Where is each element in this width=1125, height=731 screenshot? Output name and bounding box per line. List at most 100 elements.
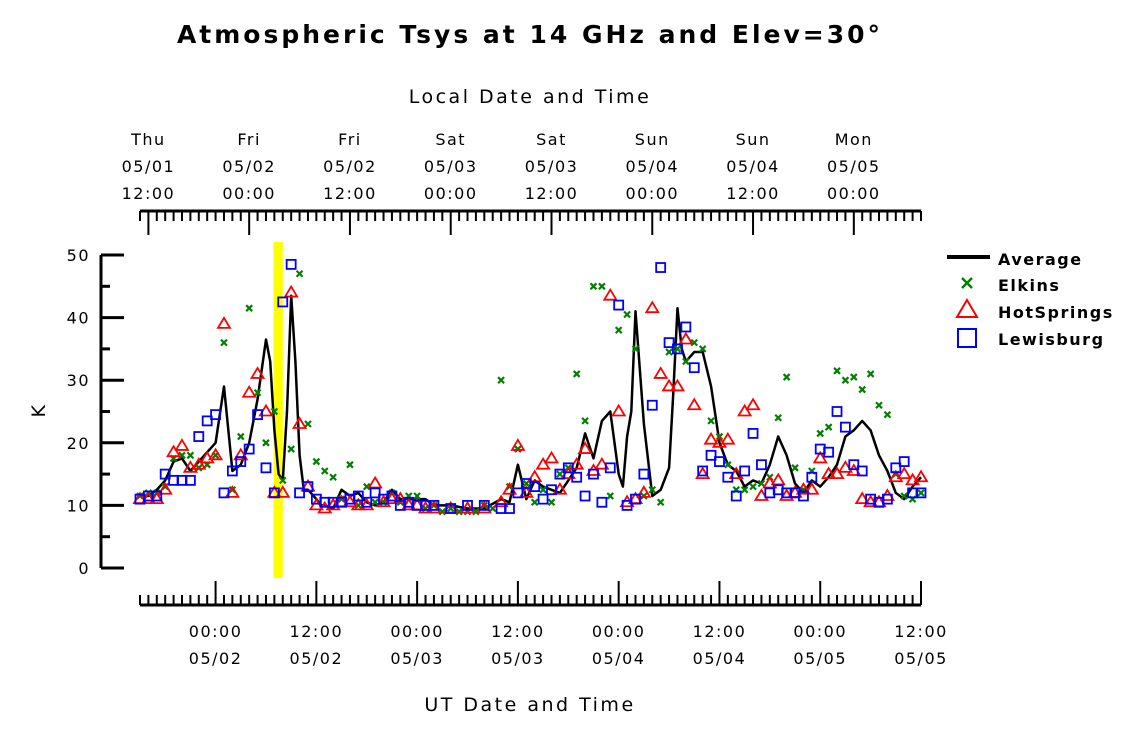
point-lewisburg [184,474,196,486]
point-hotsprings [737,403,753,417]
point-elkins [497,376,505,384]
bottom-tick-label: 05/05 [793,649,847,668]
point-elkins [245,304,253,312]
point-lewisburg [193,431,205,442]
point-lewisburg [596,496,608,508]
point-lewisburg [226,465,238,477]
point-hotsprings [241,384,257,398]
point-lewisburg [680,321,692,333]
point-hotsprings [543,450,560,464]
top-tick-label: 00:00 [827,184,881,203]
point-lewisburg [159,468,171,480]
point-elkins [438,507,447,516]
point-hotsprings [493,494,509,508]
bottom-tick-label: 12:00 [290,622,344,641]
bottom-tick-label: 00:00 [793,622,847,641]
point-lewisburg [663,337,675,349]
point-lewisburg [361,496,373,508]
point-lewisburg [277,296,289,308]
bottom-tick-label: 05/02 [290,649,344,668]
point-hotsprings [661,378,677,392]
point-lewisburg [554,468,566,480]
top-tick-label: Fri [338,130,362,149]
bottom-tick-label: 05/04 [592,649,646,668]
y-tick-label: 20 [67,434,90,453]
point-lewisburg [613,299,625,311]
legend-label-hotsprings: HotSprings [998,303,1114,322]
top-tick-label: 00:00 [424,184,478,203]
bottom-tick-label: 05/02 [189,649,243,668]
top-tick-label: 05/02 [222,157,276,176]
top-tick-label: Thu [130,130,166,149]
point-hotsprings [359,497,375,511]
legend-item-hotsprings: HotSprings [955,298,1114,322]
legend-item-lewisburg: Lewisburg [957,328,1103,349]
point-elkins [320,467,329,475]
point-elkins [287,445,295,453]
point-hotsprings [636,485,652,498]
point-lewisburg [831,406,843,417]
point-hotsprings [367,475,383,489]
point-lewisburg [856,465,868,477]
bottom-tick-label: 12:00 [693,622,747,641]
point-lewisburg [806,471,818,483]
point-lewisburg [915,487,927,499]
top-axis-title: Local Date and Time [409,86,652,108]
point-lewisburg [688,362,700,374]
point-hotsprings [602,287,618,301]
point-hotsprings [745,397,761,411]
point-elkins [656,498,665,507]
point-elkins [707,417,715,425]
point-hotsprings [720,431,736,445]
point-elkins [690,338,699,347]
point-lewisburg [882,493,893,505]
point-elkins [220,338,228,347]
point-hotsprings [695,466,711,480]
point-hotsprings [166,444,182,458]
point-elkins [614,326,623,334]
point-elkins [757,479,766,488]
point-elkins [598,282,606,291]
point-elkins [900,492,908,500]
point-elkins [665,348,673,356]
point-hotsprings [829,466,845,480]
bottom-tick-label: 05/03 [491,649,545,668]
point-hotsprings [913,469,929,483]
point-lewisburg [537,493,549,505]
point-lewisburg [747,428,759,439]
top-tick-label: Sat [536,130,567,149]
point-hotsprings [678,331,694,345]
top-tick-label: 12:00 [525,184,579,203]
point-lewisburg [714,456,725,467]
point-lewisburg [386,490,398,502]
point-elkins [782,373,791,381]
point-elkins [539,485,547,494]
top-tick-label: 05/05 [827,157,881,176]
point-elkins [816,429,825,438]
point-elkins [556,470,564,478]
point-lewisburg [604,462,616,474]
top-tick-label: Sat [435,130,466,149]
point-lewisburg [840,421,851,433]
top-tick-label: 00:00 [222,184,276,203]
point-hotsprings [291,416,308,429]
point-lewisburg [445,503,457,514]
y-tick-label: 10 [67,496,90,515]
point-lewisburg [218,487,230,499]
point-lewisburg [478,499,490,511]
y-tick-label: 50 [67,246,90,265]
point-lewisburg [260,462,272,474]
point-lewisburg [756,459,767,471]
bottom-tick-label: 12:00 [894,622,948,641]
point-lewisburg [529,481,541,493]
point-lewisburg [630,493,641,505]
point-elkins [875,401,883,410]
point-elkins [774,413,783,422]
point-lewisburg [823,446,835,458]
point-hotsprings [703,431,719,445]
top-tick-label: Sun [736,130,771,149]
point-lewisburg [722,471,734,483]
point-hotsprings [669,378,686,392]
top-tick-label: 05/04 [625,157,679,176]
point-hotsprings [249,366,266,379]
